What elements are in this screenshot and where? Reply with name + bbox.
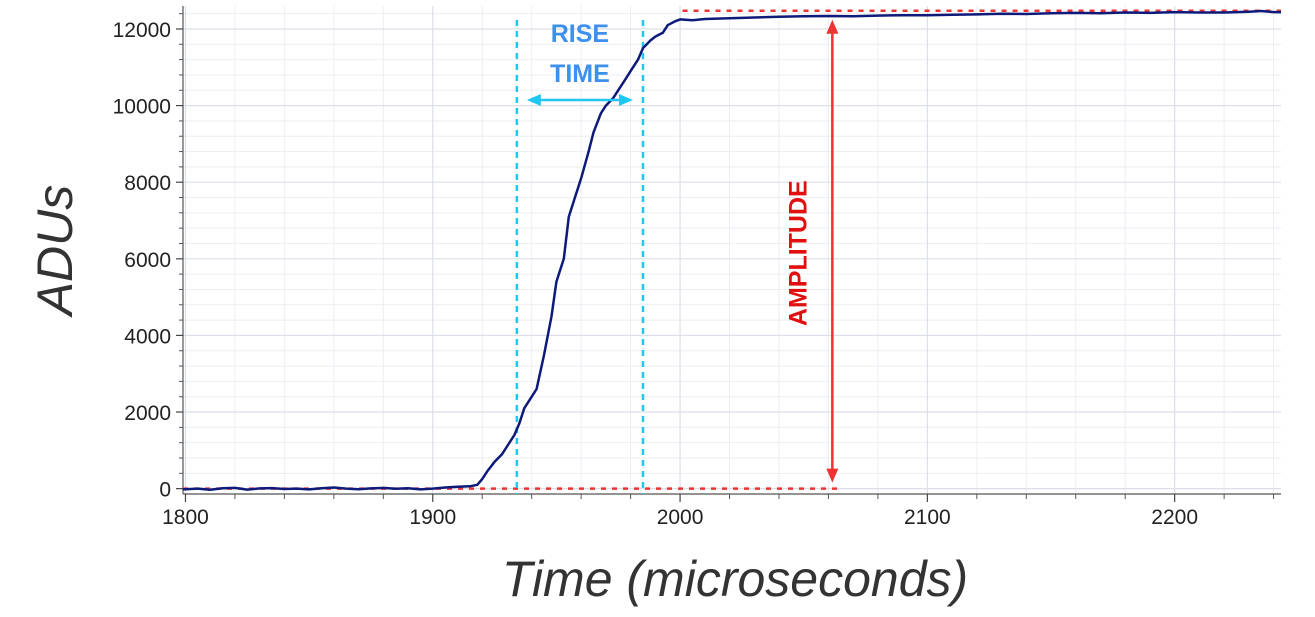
- rise-time-label-line-2: TIME: [550, 60, 610, 88]
- rise-time-label-line-1: RISE: [551, 20, 609, 48]
- y-tick-label: 12000: [113, 19, 171, 42]
- y-tick-label: 0: [159, 479, 171, 502]
- minor-grid: [183, 6, 1281, 494]
- x-tick-label: 1800: [162, 506, 209, 529]
- y-tick-label: 8000: [124, 172, 171, 195]
- rise-time-arrowhead-right: [618, 94, 633, 106]
- amplitude-label: AMPLITUDE: [784, 180, 812, 326]
- annotation-arrows: [526, 19, 839, 483]
- rise-time-arrowhead-left: [526, 94, 541, 106]
- y-tick-label: 6000: [124, 249, 171, 272]
- annotation-lines: [183, 9, 1281, 494]
- x-axis-title: Time (microseconds): [502, 551, 968, 607]
- y-tick-label: 4000: [124, 325, 171, 348]
- amplitude-arrowhead-top: [826, 19, 839, 34]
- signal-series-line: [182, 9, 1281, 492]
- x-tick-label: 1900: [409, 506, 456, 529]
- y-tick-label: 2000: [124, 402, 171, 425]
- x-tick-label: 2200: [1151, 506, 1198, 529]
- axis-ticks: 1800 1900 2000 2100 2200 0 2000 4000 6000 8000 100…: [113, 13, 1275, 529]
- y-axis-title: ADUs: [27, 185, 83, 319]
- annotation-text: RISE TIME AMPLITUDE: [550, 20, 812, 326]
- plot-background: [183, 6, 1281, 494]
- amplitude-arrowhead-bottom: [826, 468, 839, 483]
- y-tick-label: 10000: [113, 96, 171, 119]
- x-tick-label: 2100: [904, 506, 951, 529]
- axes: [182, 6, 1281, 495]
- x-tick-label: 2000: [657, 506, 704, 529]
